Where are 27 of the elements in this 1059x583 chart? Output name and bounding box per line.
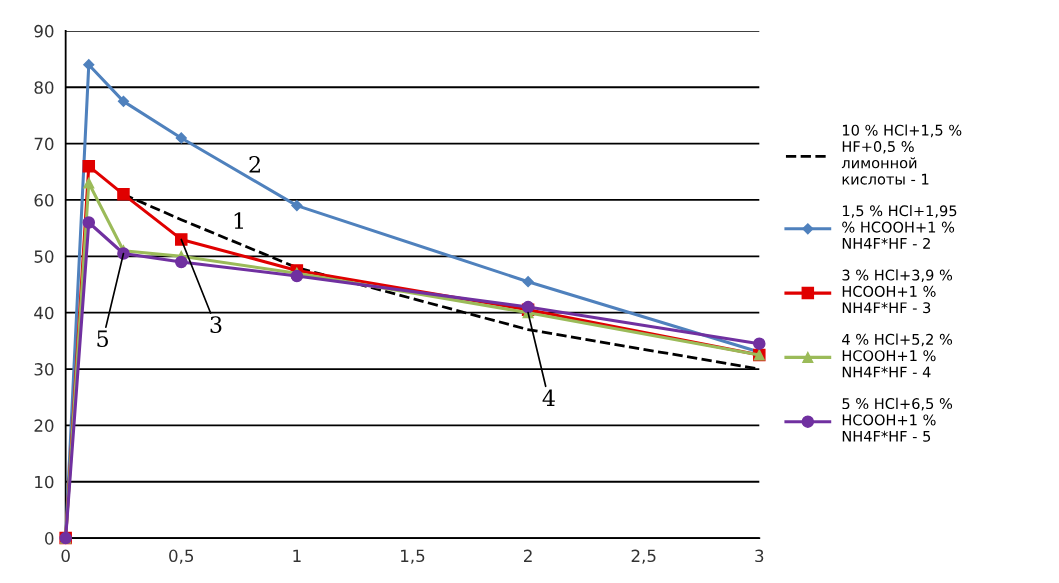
legend-label: 10 % HCl+1,5 % HF+0,5 % лимонной кислоты - 1 [841,124,962,185]
y-tick-label: 90 [34,24,54,38]
x-tick-label: 0,5 [169,549,194,564]
legend-label: 4 % HCl+5,2 % HCOOH+1 % NH4F*HF - 4 [842,333,953,378]
annotation: 1 [234,212,243,229]
x-tick-label: 0 [61,549,70,563]
legend-label: 3 % HCl+3,9 % HCOOH+1 % NH4F*HF - 3 [842,269,953,314]
annotation: 5 [97,330,108,348]
legend-label: 5 % HCl+6,5 % HCOOH+1 % NH4F*HF - 5 [842,397,953,442]
x-tick-label: 2 [524,549,532,562]
x-tick-label: 2,5 [631,549,656,564]
legend-label: 1,5 % HCl+1,95 % HCOOH+1 % NH4F*HF - 2 [842,205,957,249]
y-tick-label: 40 [34,306,54,320]
y-tick-label: 10 [35,475,54,489]
y-tick-label: 20 [34,419,54,432]
annotation: 3 [210,316,222,334]
x-tick-label: 3 [755,549,764,563]
x-tick-label: 1 [293,549,301,562]
y-tick-label: 80 [34,81,54,94]
y-tick-label: 0 [45,532,54,545]
y-tick-label: 70 [34,137,54,151]
x-tick-label: 1,5 [401,549,425,564]
y-tick-label: 60 [34,193,54,207]
y-tick-label: 50 [34,250,54,263]
annotation: 2 [249,155,260,173]
y-tick-label: 30 [34,363,54,376]
annotation: 4 [542,389,555,406]
